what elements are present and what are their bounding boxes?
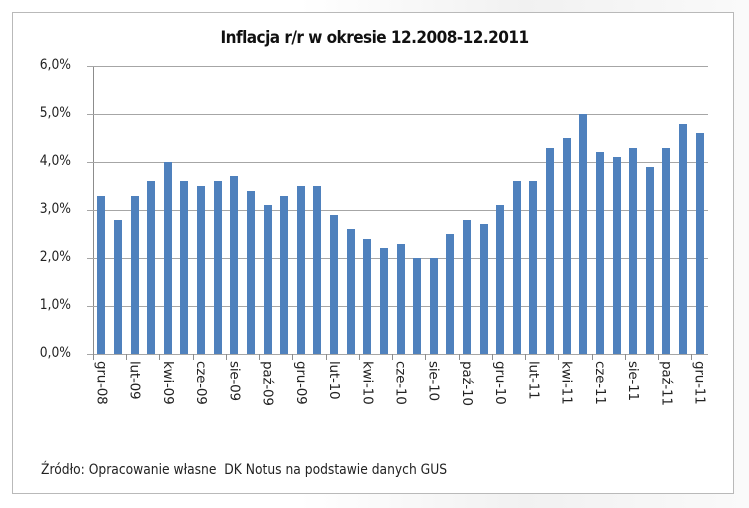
x-tick <box>624 354 626 360</box>
bar <box>180 181 189 354</box>
x-tick-label: gru-08 <box>93 361 110 405</box>
bar <box>512 181 521 354</box>
x-tick <box>225 354 227 360</box>
bar <box>629 147 638 354</box>
x-tick <box>93 354 94 360</box>
x-tick <box>458 354 460 360</box>
x-tick <box>425 354 427 360</box>
bar <box>645 166 654 354</box>
bar <box>496 205 505 354</box>
x-tick <box>392 354 394 360</box>
bar <box>296 186 305 354</box>
x-tick <box>325 354 327 360</box>
source-note: Źródło: Opracowanie własne DK Notus na p… <box>41 462 448 478</box>
x-tick <box>591 354 593 360</box>
bar <box>147 181 156 354</box>
x-tick-label: paź-11 <box>658 361 675 406</box>
x-tick-label: gru-09 <box>292 361 309 405</box>
x-tick-label: cze-11 <box>591 361 608 405</box>
bar <box>263 205 272 354</box>
gridline <box>87 210 708 211</box>
x-tick-label: lut-09 <box>126 361 143 400</box>
bar <box>213 181 222 354</box>
x-tick <box>658 354 660 360</box>
x-tick <box>159 354 161 360</box>
x-tick <box>558 354 560 360</box>
x-tick-label: kwi-11 <box>558 361 575 405</box>
bar <box>446 234 455 354</box>
x-tick <box>358 354 360 360</box>
bar <box>546 147 555 354</box>
bar <box>562 138 571 354</box>
bar <box>679 123 688 354</box>
x-tick-label: paź-10 <box>458 361 475 406</box>
bar <box>462 219 471 354</box>
gridline <box>87 114 708 115</box>
x-tick <box>691 354 693 360</box>
y-tick-label: 3,0% <box>39 201 71 217</box>
x-tick <box>491 354 493 360</box>
bar <box>163 162 172 354</box>
bar <box>479 224 488 354</box>
x-tick <box>525 354 527 360</box>
bar <box>280 195 289 354</box>
bar <box>113 219 122 354</box>
y-tick-label: 4,0% <box>39 153 71 169</box>
bar <box>197 186 206 354</box>
bar <box>363 238 372 354</box>
gridline <box>87 354 708 355</box>
y-tick-label: 5,0% <box>39 105 71 121</box>
gridline <box>87 66 708 67</box>
bar <box>313 186 322 354</box>
x-tick-label: sie-10 <box>425 361 442 401</box>
bar <box>230 176 239 354</box>
x-tick-label: kwi-10 <box>359 361 376 405</box>
bar <box>413 258 422 354</box>
x-tick <box>192 354 194 360</box>
x-tick <box>126 354 128 360</box>
bar <box>130 195 139 354</box>
bar <box>695 133 704 354</box>
y-tick-label: 2,0% <box>39 249 71 265</box>
x-tick <box>292 354 294 360</box>
y-tick-label: 1,0% <box>39 297 71 313</box>
y-tick-label: 6,0% <box>39 57 71 73</box>
bar <box>662 147 671 354</box>
x-tick <box>259 354 261 360</box>
bar <box>330 214 338 354</box>
bar <box>529 181 538 354</box>
bar <box>595 152 604 354</box>
x-tick-label: paź-09 <box>259 361 276 406</box>
y-tick-label: 0,0% <box>39 345 71 361</box>
x-tick-label: kwi-09 <box>159 361 176 405</box>
x-tick-label: gru-11 <box>691 361 708 405</box>
x-tick-label: lut-10 <box>326 361 342 400</box>
x-tick-label: lut-11 <box>525 361 542 400</box>
bar <box>579 114 588 354</box>
gridline <box>87 162 708 163</box>
x-tick-label: sie-09 <box>226 361 243 401</box>
bar <box>396 243 405 354</box>
x-tick-label: gru-10 <box>492 361 509 405</box>
chart-title: Inflacja r/r w okresie 12.2008-12.2011 <box>220 28 529 48</box>
x-tick-label: sie-11 <box>625 361 642 401</box>
x-tick-label: cze-10 <box>392 361 409 405</box>
bar <box>429 258 438 354</box>
bar <box>97 195 106 354</box>
x-tick-label: cze-09 <box>193 361 210 405</box>
bar <box>246 190 255 354</box>
bar <box>612 157 621 354</box>
plot-area <box>87 66 708 360</box>
bar <box>346 229 355 354</box>
bar <box>379 248 388 354</box>
